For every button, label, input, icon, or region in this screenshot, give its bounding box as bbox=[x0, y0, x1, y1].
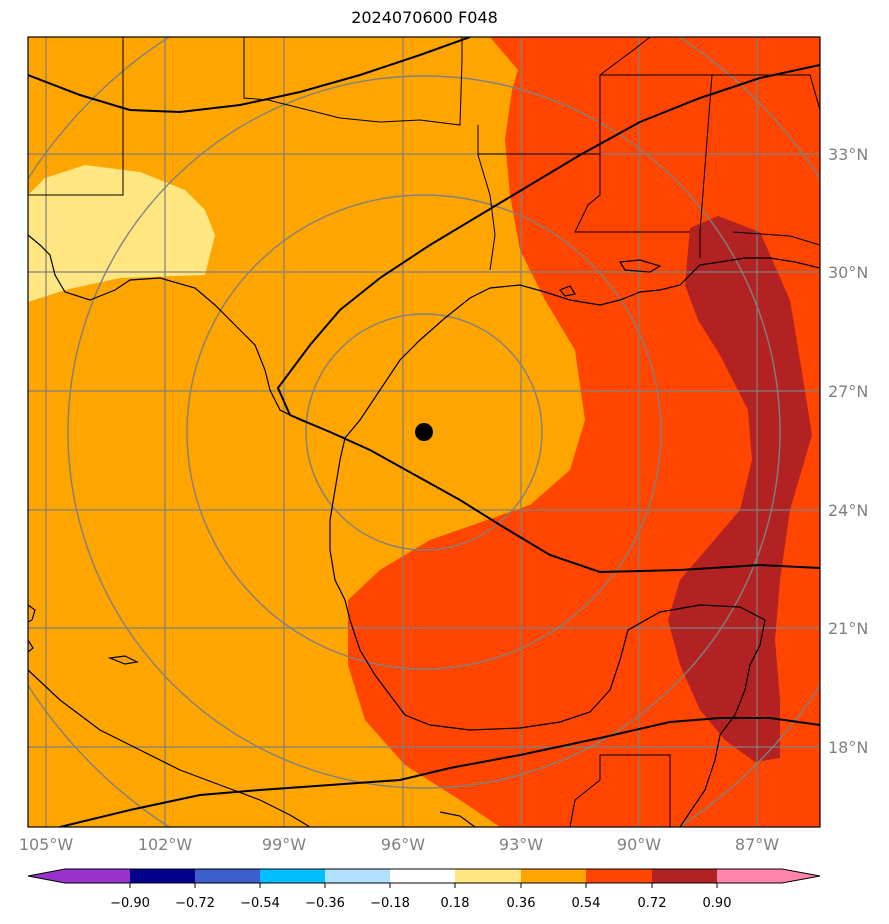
colorbar-label: −0.72 bbox=[175, 896, 215, 911]
lat-tick-labels: 33°N 30°N 27°N 24°N 21°N 18°N bbox=[828, 145, 868, 757]
storm-center-marker bbox=[415, 423, 433, 441]
colorbar-bin bbox=[65, 869, 130, 883]
map-frame bbox=[27, 36, 821, 828]
lat-tick-label: 27°N bbox=[828, 382, 868, 401]
lon-tick-label: 105°W bbox=[19, 835, 74, 854]
map-title: 2024070600 F048 bbox=[351, 8, 498, 27]
colorbar-label: 0.18 bbox=[441, 896, 470, 911]
lon-tick-label: 90°W bbox=[617, 835, 661, 854]
colorbar-bin bbox=[260, 869, 325, 883]
political-boundaries bbox=[28, 37, 820, 827]
colorbar-bin bbox=[652, 869, 717, 883]
lon-tick-labels: 105°W 102°W 99°W 96°W 93°W 90°W 87°W bbox=[19, 835, 779, 854]
colorbar-extend-low bbox=[28, 869, 65, 883]
colorbar-label: −0.54 bbox=[240, 896, 280, 911]
lat-tick-label: 18°N bbox=[828, 738, 868, 757]
lon-tick-label: 99°W bbox=[262, 835, 306, 854]
colorbar-label: 0.54 bbox=[572, 896, 601, 911]
field-0.18-0.36 bbox=[28, 165, 215, 302]
map-area bbox=[28, 37, 820, 827]
colorbar-bin bbox=[325, 869, 390, 883]
range-rings bbox=[28, 37, 820, 827]
colorbar: −0.90 −0.72 −0.54 −0.36 −0.18 0.18 0.36 … bbox=[27, 868, 821, 911]
lat-tick-label: 24°N bbox=[828, 501, 868, 520]
colorbar-bin bbox=[390, 869, 455, 883]
colorbar-bin bbox=[130, 869, 195, 883]
colorbar-label: −0.90 bbox=[110, 896, 150, 911]
colorbar-outline bbox=[27, 868, 821, 884]
colorbar-bin bbox=[521, 869, 586, 883]
field-0.72-0.90 bbox=[668, 216, 812, 762]
colorbar-bin bbox=[586, 869, 652, 883]
colorbar-ticks bbox=[129, 883, 718, 888]
coastlines bbox=[28, 234, 820, 827]
lat-tick-label: 30°N bbox=[828, 263, 868, 282]
colorbar-label: −0.18 bbox=[370, 896, 410, 911]
colorbar-bin bbox=[455, 869, 521, 883]
graticule bbox=[28, 37, 820, 827]
lon-tick-label: 96°W bbox=[381, 835, 425, 854]
lon-tick-label: 87°W bbox=[735, 835, 779, 854]
lon-tick-label: 93°W bbox=[499, 835, 543, 854]
colorbar-label: −0.36 bbox=[305, 896, 345, 911]
lat-tick-label: 21°N bbox=[828, 619, 868, 638]
colorbar-label: 0.72 bbox=[638, 896, 667, 911]
lat-tick-label: 33°N bbox=[828, 145, 868, 164]
colorbar-label: 0.90 bbox=[703, 896, 732, 911]
lon-tick-label: 102°W bbox=[138, 835, 193, 854]
contour-lines bbox=[28, 37, 820, 827]
colorbar-bin bbox=[717, 869, 782, 883]
colorbar-label: 0.36 bbox=[507, 896, 536, 911]
colorbar-extend-high bbox=[782, 869, 820, 883]
colorbar-bin bbox=[195, 869, 260, 883]
